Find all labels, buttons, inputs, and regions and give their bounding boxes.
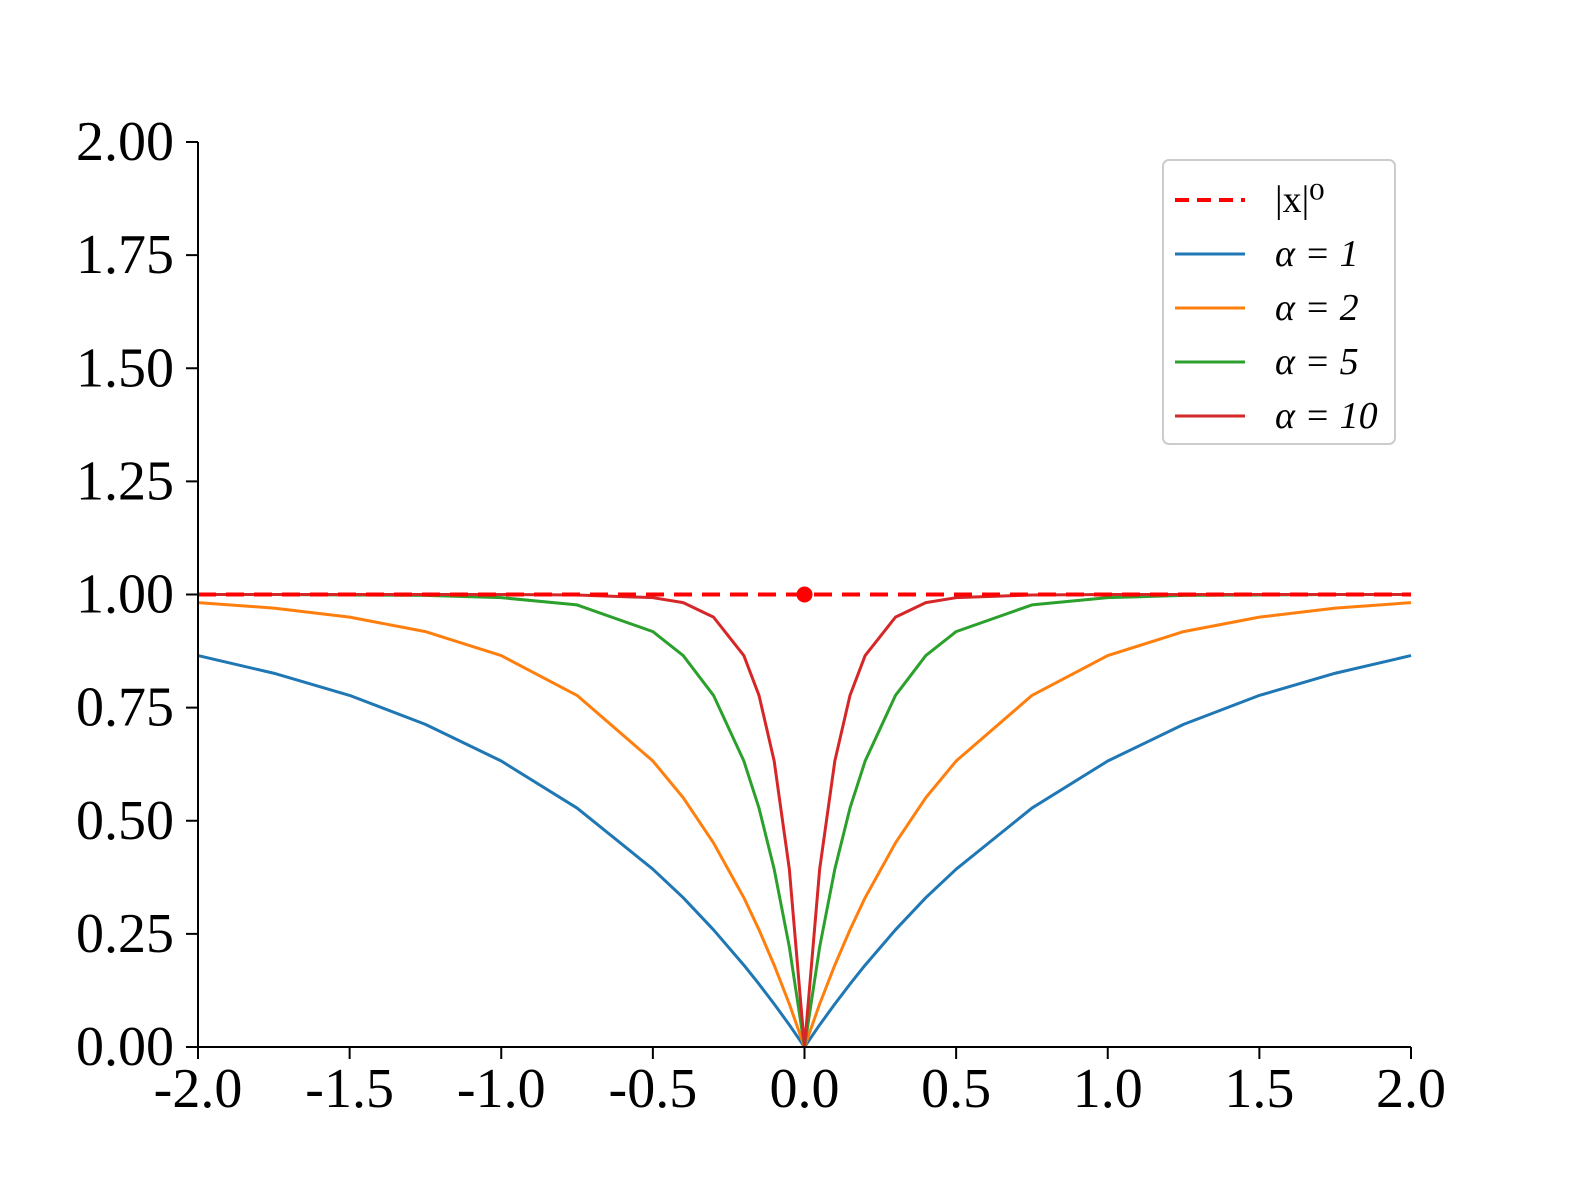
legend-label: α = 5 <box>1275 341 1359 383</box>
axes: 0.00 0.25 0.50 0.75 1.00 1.25 1.50 1.75 2.00 -2.… <box>76 111 1446 1120</box>
x-tick-label: 2.0 <box>1376 1058 1446 1120</box>
y-tick-label: 1.50 <box>76 337 174 399</box>
series-line-alpha-10 <box>198 593 1411 1049</box>
y-tick-label: 0.50 <box>76 790 174 852</box>
y-tick-label: 1.25 <box>76 450 174 512</box>
x-tick-label: 0.0 <box>770 1058 840 1120</box>
y-tick-label: 0.75 <box>76 677 174 739</box>
x-tick-label: 1.0 <box>1073 1058 1143 1120</box>
y-tick-label: 2.00 <box>76 111 174 173</box>
series-line-alpha-1 <box>197 654 1412 1049</box>
y-ticks: 0.00 0.25 0.50 0.75 1.00 1.25 1.50 1.75 2.00 <box>76 111 198 1078</box>
legend-label: α = 10 <box>1275 395 1378 437</box>
series-line-alpha-2 <box>197 601 1412 1049</box>
x-ticks: -2.0 -1.5 -1.0 -0.5 0.0 0.5 1.0 1.5 2.0 <box>154 1047 1446 1120</box>
series-line-alpha-5 <box>198 593 1411 1049</box>
y-tick-label: 1.00 <box>76 564 174 626</box>
legend-label: |x|⁰ <box>1275 179 1324 221</box>
y-tick-label: 0.25 <box>76 903 174 965</box>
plot-lines <box>197 586 1412 1049</box>
x-tick-label: 0.5 <box>921 1058 991 1120</box>
reference-marker-point <box>796 586 813 603</box>
x-tick-label: -2.0 <box>154 1058 243 1120</box>
y-tick-label: 1.75 <box>76 224 174 286</box>
legend-label: α = 1 <box>1275 233 1359 275</box>
x-tick-label: -1.0 <box>457 1058 546 1120</box>
legend: |x|⁰ α = 1 α = 2 α = 5 α = 10 <box>1162 159 1396 445</box>
y-tick-label: 0.00 <box>76 1016 174 1078</box>
x-tick-label: 1.5 <box>1224 1058 1294 1120</box>
x-tick-label: -0.5 <box>609 1058 698 1120</box>
x-tick-label: -1.5 <box>305 1058 394 1120</box>
legend-box <box>1162 159 1396 445</box>
legend-label: α = 2 <box>1275 287 1359 329</box>
